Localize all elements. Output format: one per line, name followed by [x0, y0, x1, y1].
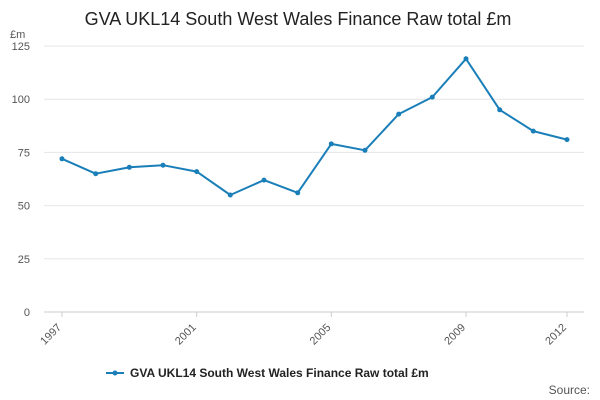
legend-entry: GVA UKL14 South West Wales Finance Raw t…	[130, 366, 429, 380]
data-point[interactable]	[429, 94, 435, 100]
chart-title: GVA UKL14 South West Wales Finance Raw t…	[85, 9, 512, 29]
y-tick-label: 0	[24, 307, 30, 319]
x-tick-label: 1997	[38, 322, 64, 348]
data-point[interactable]	[497, 107, 503, 113]
y-axis-unit: £m	[10, 29, 25, 41]
gridlines	[44, 45, 584, 260]
series-layer	[59, 56, 570, 198]
x-tick-label: 2005	[308, 322, 334, 348]
x-tick-label: 2009	[442, 322, 468, 348]
data-point[interactable]	[261, 177, 267, 183]
data-point[interactable]	[160, 162, 166, 168]
data-point[interactable]	[362, 147, 368, 153]
data-point[interactable]	[59, 156, 65, 162]
source-label: Source:	[549, 383, 590, 397]
data-point[interactable]	[463, 56, 469, 62]
y-tick-label: 75	[18, 147, 30, 159]
y-axis-ticks: 0 25 50 75 100 125	[12, 41, 30, 319]
data-point[interactable]	[328, 141, 334, 147]
y-tick-label: 100	[12, 94, 30, 106]
legend-marker-swatch	[112, 370, 118, 376]
data-point[interactable]	[396, 111, 402, 117]
y-tick-label: 125	[12, 41, 30, 53]
data-point[interactable]	[227, 192, 233, 198]
data-point[interactable]	[564, 137, 570, 143]
series-line	[61, 57, 568, 196]
data-point[interactable]	[295, 190, 301, 196]
x-axis: 1997 2001 2005 2009 2012	[38, 311, 584, 348]
data-point[interactable]	[194, 169, 200, 175]
y-tick-label: 50	[18, 201, 30, 213]
data-point[interactable]	[126, 164, 132, 170]
y-tick-label: 25	[18, 254, 30, 266]
x-tick-label: 2012	[543, 322, 569, 348]
legend[interactable]: GVA UKL14 South West Wales Finance Raw t…	[106, 366, 429, 380]
data-point[interactable]	[530, 128, 536, 134]
data-point[interactable]	[93, 171, 99, 177]
x-tick-label: 2001	[173, 322, 199, 348]
